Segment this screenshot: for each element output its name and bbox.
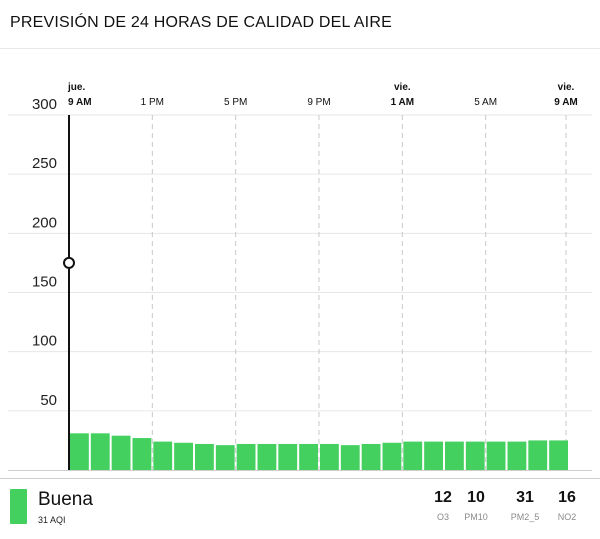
- pollutant-no2[interactable]: 16 NO2: [537, 489, 597, 522]
- y-tick-label: 300: [32, 96, 57, 113]
- bar: [70, 433, 89, 470]
- pollutant-name: PM2_5: [510, 512, 540, 522]
- x-tick-time: 9 PM: [307, 97, 330, 108]
- y-tick-label: 250: [32, 155, 57, 172]
- bar: [195, 443, 214, 470]
- y-tick-labels: 50 100 150 200 250 300: [32, 96, 57, 409]
- x-tick-time: 1 AM: [391, 97, 415, 108]
- page-title: PREVISIÓN DE 24 HORAS DE CALIDAD DEL AIR…: [10, 14, 392, 31]
- pollutant-o3[interactable]: 12 O3: [413, 489, 473, 522]
- y-tick-label: 50: [40, 392, 57, 409]
- bar: [382, 442, 402, 470]
- aqi-forecast-chart: 50 100 150 200 250 300 jue. 9 AM 1 PM 5 PM 9 PM vi…: [8, 82, 592, 471]
- grid-lines: [8, 114, 592, 471]
- x-tick-day: vie.: [558, 82, 575, 93]
- bar: [507, 441, 527, 470]
- bar: [215, 445, 235, 470]
- bar: [361, 443, 381, 470]
- bar: [111, 435, 131, 470]
- pollutant-name: NO2: [557, 512, 577, 522]
- y-tick-label: 100: [32, 333, 57, 350]
- y-tick-label: 200: [32, 214, 57, 231]
- pollutant-value: 12: [434, 489, 452, 506]
- x-tick-time: 9 AM: [68, 97, 92, 108]
- x-tick-time: 5 AM: [474, 97, 497, 108]
- bar: [445, 441, 464, 470]
- x-tick-day: jue.: [67, 82, 85, 93]
- time-cursor: [63, 115, 75, 470]
- bar: [486, 441, 506, 470]
- pollutant-pm2-5[interactable]: 31 PM2_5: [495, 489, 555, 522]
- pollutant-pm10[interactable]: 10 PM10: [446, 489, 506, 522]
- pollutant-value: 31: [516, 489, 534, 506]
- x-tick-time: 9 AM: [554, 97, 578, 108]
- bar: [174, 442, 193, 470]
- x-tick-day: vie.: [394, 82, 411, 93]
- pollutant-name: PM10: [464, 512, 488, 522]
- x-tick-time: 5 PM: [224, 97, 247, 108]
- pollutant-value: 16: [558, 489, 576, 506]
- aqi-level-label: Buena: [38, 489, 93, 510]
- pollutant-name: O3: [436, 512, 449, 522]
- bar: [528, 440, 548, 470]
- x-tick-time: 1 PM: [141, 97, 164, 108]
- bar: [299, 443, 318, 470]
- bar: [236, 443, 256, 470]
- bar: [340, 445, 360, 470]
- bar: [257, 443, 277, 470]
- bars: [70, 433, 568, 470]
- title-divider: [0, 48, 600, 49]
- bar: [549, 440, 568, 470]
- bar: [465, 441, 485, 470]
- pollutant-value: 10: [467, 489, 485, 506]
- footer-divider: [0, 478, 600, 479]
- level-color-swatch: [10, 489, 27, 524]
- bar: [90, 433, 110, 470]
- aqi-value: 31 AQI: [38, 515, 66, 525]
- bar: [132, 438, 152, 470]
- bar: [424, 441, 443, 470]
- bar: [153, 441, 173, 470]
- bar: [403, 441, 423, 470]
- bar: [278, 443, 298, 470]
- bar: [320, 443, 339, 470]
- y-tick-label: 150: [32, 274, 57, 291]
- cursor-marker: [63, 256, 75, 269]
- x-tick-labels: jue. 9 AM 1 PM 5 PM 9 PM vie. 1 AM 5 AM vie. 9 AM: [67, 82, 578, 108]
